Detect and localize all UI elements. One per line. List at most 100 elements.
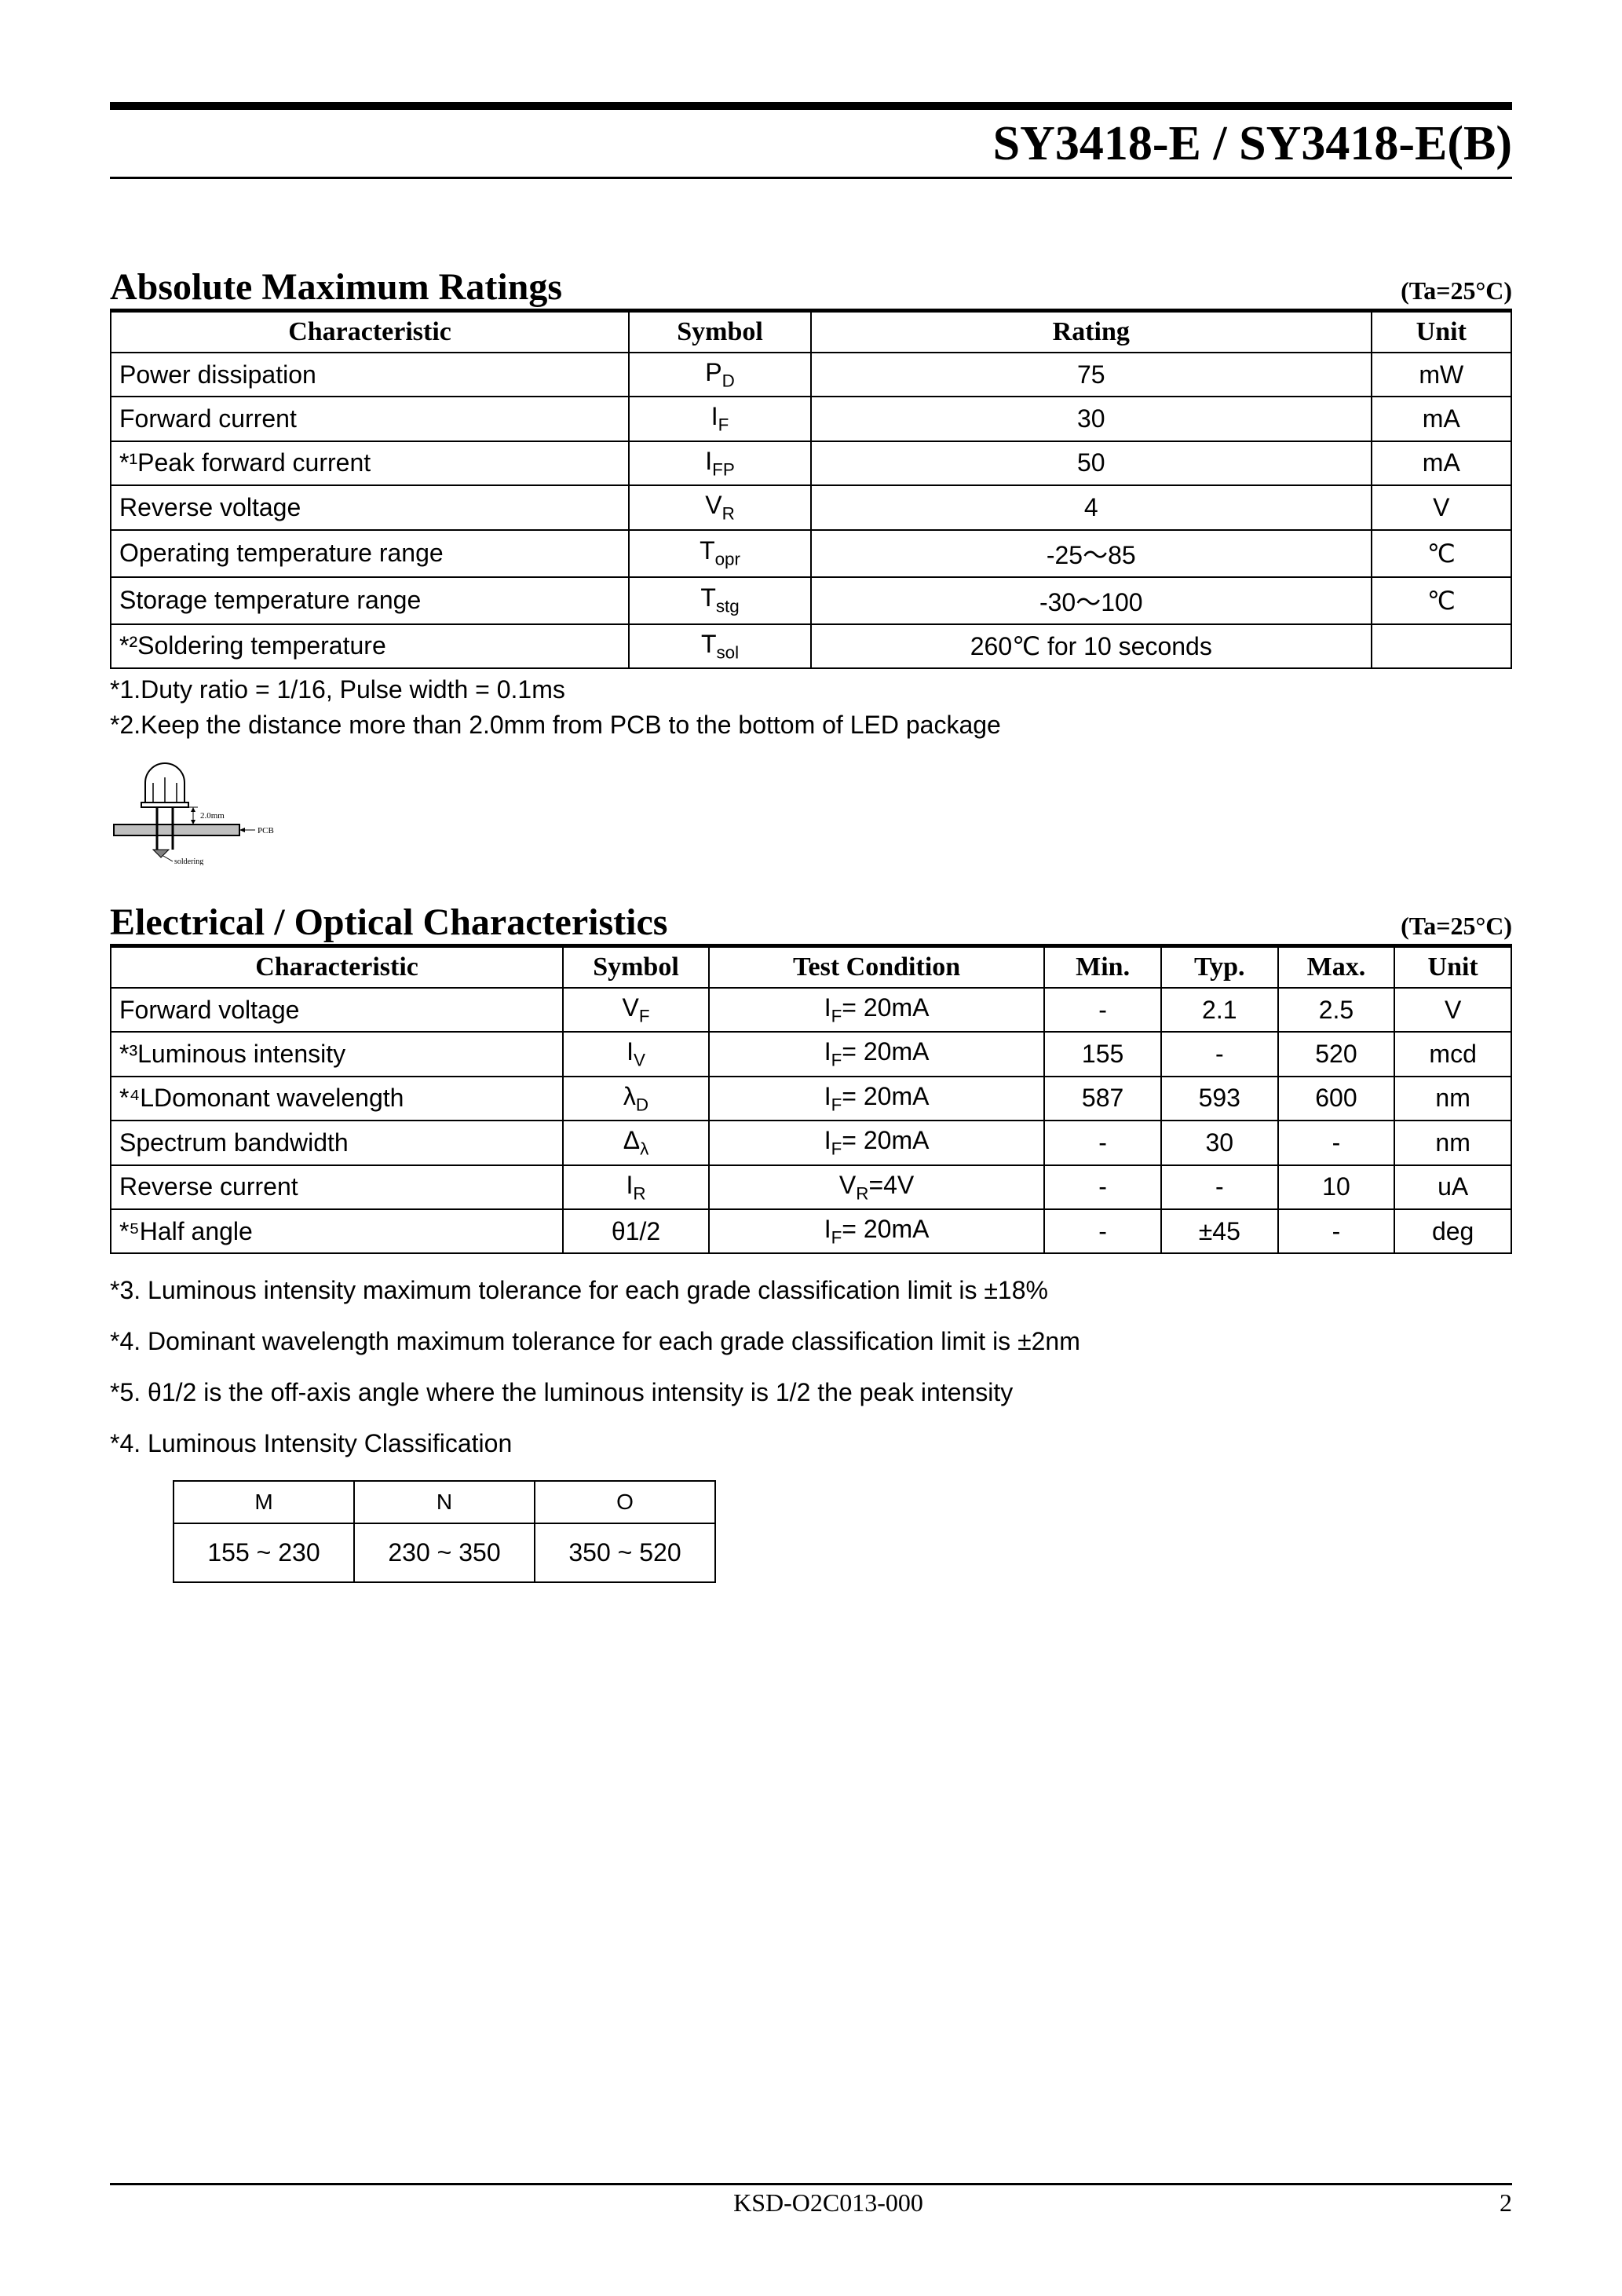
symbol-cell: Topr xyxy=(629,530,811,577)
table-header-cell: Symbol xyxy=(629,312,811,353)
typ-cell: - xyxy=(1161,1032,1278,1076)
rating-cell: 260℃ for 10 seconds xyxy=(811,624,1372,668)
footnote: *1.Duty ratio = 1/16, Pulse width = 0.1m… xyxy=(110,675,1512,704)
characteristic-cell: Power dissipation xyxy=(111,353,629,397)
max-cell: - xyxy=(1278,1209,1395,1253)
characteristic-cell: *⁴LDomonant wavelength xyxy=(111,1077,563,1121)
rating-cell: 75 xyxy=(811,353,1372,397)
footer-page-number: 2 xyxy=(1500,2188,1512,2217)
symbol-cell: IF xyxy=(629,397,811,441)
table-row: *⁴LDomonant wavelengthλDIF= 20mA58759360… xyxy=(111,1077,1511,1121)
unit-cell: mA xyxy=(1372,397,1511,441)
table-row: Reverse voltageVR4V xyxy=(111,485,1511,529)
table-header-cell: Test Condition xyxy=(709,947,1044,988)
typ-cell: ±45 xyxy=(1161,1209,1278,1253)
elec-opt-table: CharacteristicSymbolTest ConditionMin.Ty… xyxy=(110,946,1512,1254)
page-footer: KSD-O2C013-000 2 xyxy=(110,2183,1512,2217)
footnote: *3. Luminous intensity maximum tolerance… xyxy=(110,1276,1512,1305)
min-cell: - xyxy=(1044,988,1161,1032)
test-condition-cell: IF= 20mA xyxy=(709,1077,1044,1121)
table-row: Spectrum bandwidthΔλIF= 20mA-30-nm xyxy=(111,1121,1511,1164)
max-cell: 2.5 xyxy=(1278,988,1395,1032)
test-condition-cell: IF= 20mA xyxy=(709,1032,1044,1076)
symbol-cell: θ1/2 xyxy=(563,1209,709,1253)
table-row: *⁵Half angleθ1/2IF= 20mA-±45-deg xyxy=(111,1209,1511,1253)
symbol-cell: Δλ xyxy=(563,1121,709,1164)
characteristic-cell: *²Soldering temperature xyxy=(111,624,629,668)
table-header-cell: Max. xyxy=(1278,947,1395,988)
unit-cell: nm xyxy=(1394,1121,1511,1164)
rating-cell: -30～100 xyxy=(811,577,1372,624)
unit-cell: nm xyxy=(1394,1077,1511,1121)
unit-cell: V xyxy=(1372,485,1511,529)
diagram-distance-label: 2.0mm xyxy=(200,811,225,821)
diagram-pcb-label: PCB xyxy=(258,826,274,835)
characteristic-cell: Operating temperature range xyxy=(111,530,629,577)
test-condition-cell: IF= 20mA xyxy=(709,988,1044,1032)
footnote: *2.Keep the distance more than 2.0mm fro… xyxy=(110,711,1512,740)
table-row: Forward currentIF30mA xyxy=(111,397,1511,441)
table-row: Reverse currentIRVR=4V--10uA xyxy=(111,1165,1511,1209)
unit-cell: mW xyxy=(1372,353,1511,397)
min-cell: 587 xyxy=(1044,1077,1161,1121)
footnote: *5. θ1/2 is the off-axis angle where the… xyxy=(110,1378,1512,1407)
max-cell: 520 xyxy=(1278,1032,1395,1076)
led-package-diagram: 2.0mm PCB soldering xyxy=(110,755,1512,869)
table-header-cell: Unit xyxy=(1372,312,1511,353)
symbol-cell: IV xyxy=(563,1032,709,1076)
table-row: Forward voltageVFIF= 20mA-2.12.5V xyxy=(111,988,1511,1032)
characteristic-cell: Spectrum bandwidth xyxy=(111,1121,563,1164)
class-value-cell: 230 ~ 350 xyxy=(354,1523,535,1582)
table-header-cell: Symbol xyxy=(563,947,709,988)
symbol-cell: Tstg xyxy=(629,577,811,624)
typ-cell: 593 xyxy=(1161,1077,1278,1121)
min-cell: - xyxy=(1044,1165,1161,1209)
unit-cell: V xyxy=(1394,988,1511,1032)
table-row: Storage temperature rangeTstg-30～100℃ xyxy=(111,577,1511,624)
min-cell: - xyxy=(1044,1209,1161,1253)
symbol-cell: IR xyxy=(563,1165,709,1209)
characteristic-cell: Forward current xyxy=(111,397,629,441)
elec-opt-title: Electrical / Optical Characteristics xyxy=(110,901,667,944)
diagram-soldering-label: soldering xyxy=(174,857,203,865)
table-row: *¹Peak forward currentIFP50mA xyxy=(111,441,1511,485)
elec-opt-notes: *3. Luminous intensity maximum tolerance… xyxy=(110,1276,1512,1458)
rating-cell: 50 xyxy=(811,441,1372,485)
characteristic-cell: Reverse current xyxy=(111,1165,563,1209)
table-header-row: CharacteristicSymbolRatingUnit xyxy=(111,312,1511,353)
characteristic-cell: *³Luminous intensity xyxy=(111,1032,563,1076)
unit-cell xyxy=(1372,624,1511,668)
unit-cell: mcd xyxy=(1394,1032,1511,1076)
unit-cell: ℃ xyxy=(1372,577,1511,624)
rating-cell: 30 xyxy=(811,397,1372,441)
unit-cell: deg xyxy=(1394,1209,1511,1253)
table-header-cell: Typ. xyxy=(1161,947,1278,988)
abs-max-ta: (Ta=25°C) xyxy=(1401,276,1512,309)
page-container: SY3418-E / SY3418-E(B) Absolute Maximum … xyxy=(0,0,1622,2296)
class-header-cell: N xyxy=(354,1481,535,1523)
typ-cell: - xyxy=(1161,1165,1278,1209)
table-header-cell: Min. xyxy=(1044,947,1161,988)
unit-cell: uA xyxy=(1394,1165,1511,1209)
test-condition-cell: IF= 20mA xyxy=(709,1121,1044,1164)
classification-table: M N O 155 ~ 230 230 ~ 350 350 ~ 520 xyxy=(173,1480,716,1583)
min-cell: 155 xyxy=(1044,1032,1161,1076)
symbol-cell: PD xyxy=(629,353,811,397)
table-header-cell: Rating xyxy=(811,312,1372,353)
max-cell: 600 xyxy=(1278,1077,1395,1121)
max-cell: - xyxy=(1278,1121,1395,1164)
footnote: *4. Luminous Intensity Classification xyxy=(110,1429,1512,1458)
footer-doc-code: KSD-O2C013-000 xyxy=(157,2188,1500,2217)
led-diagram-svg: 2.0mm PCB soldering xyxy=(110,755,283,865)
table-header-cell: Characteristic xyxy=(111,312,629,353)
symbol-cell: VR xyxy=(629,485,811,529)
class-header-cell: O xyxy=(535,1481,715,1523)
class-value-cell: 350 ~ 520 xyxy=(535,1523,715,1582)
table-header-cell: Unit xyxy=(1394,947,1511,988)
table-row: 155 ~ 230 230 ~ 350 350 ~ 520 xyxy=(174,1523,715,1582)
characteristic-cell: Forward voltage xyxy=(111,988,563,1032)
class-value-cell: 155 ~ 230 xyxy=(174,1523,354,1582)
abs-max-header: Absolute Maximum Ratings (Ta=25°C) xyxy=(110,265,1512,311)
abs-max-table: CharacteristicSymbolRatingUnitPower diss… xyxy=(110,311,1512,669)
top-rule xyxy=(110,102,1512,110)
